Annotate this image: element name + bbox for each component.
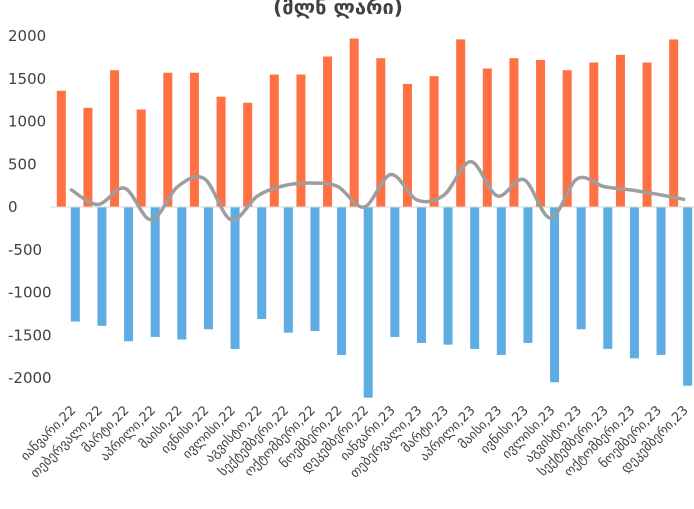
bar-positive bbox=[376, 58, 386, 208]
bar-positive bbox=[163, 72, 173, 207]
bar-negative bbox=[230, 207, 240, 349]
bar-positive bbox=[189, 72, 199, 207]
bar-negative bbox=[656, 207, 666, 355]
bar-positive bbox=[349, 38, 359, 207]
bar-positive bbox=[323, 56, 333, 207]
bar-negative bbox=[363, 207, 373, 398]
bar-positive bbox=[243, 102, 253, 207]
bar-positive bbox=[589, 62, 599, 207]
bar-negative bbox=[203, 207, 213, 330]
bar-positive bbox=[402, 83, 412, 207]
bar-negative bbox=[124, 207, 134, 342]
bar-positive bbox=[56, 90, 66, 207]
bar-negative bbox=[470, 207, 480, 349]
series-line bbox=[69, 159, 686, 222]
y-tick-label: -1500 bbox=[8, 326, 52, 344]
bar-positive bbox=[456, 39, 466, 207]
y-tick-label: 1000 bbox=[8, 113, 46, 131]
bar-positive bbox=[482, 68, 492, 208]
bar-positive bbox=[509, 58, 519, 208]
series-negative-bars bbox=[70, 207, 693, 398]
bar-negative bbox=[416, 207, 426, 343]
x-axis: იანვარი,22თებერვალი,22მარტი,22აპრილი,22მ… bbox=[18, 403, 691, 481]
bar-negative bbox=[70, 207, 80, 322]
bar-positive bbox=[110, 70, 120, 207]
bar-negative bbox=[603, 207, 613, 349]
bar-positive bbox=[669, 39, 679, 207]
bar-negative bbox=[576, 207, 586, 330]
bar-positive bbox=[296, 74, 306, 207]
chart-title: (მლნ ლარი) bbox=[273, 0, 403, 19]
bar-negative bbox=[150, 207, 160, 337]
bar-negative bbox=[283, 207, 293, 333]
bar-positive bbox=[429, 76, 439, 207]
bar-negative bbox=[390, 207, 400, 337]
bar-positive bbox=[536, 59, 546, 207]
bar-positive bbox=[615, 54, 625, 208]
bar-positive bbox=[83, 107, 93, 207]
bar-negative bbox=[550, 207, 560, 383]
bar-positive bbox=[562, 70, 572, 207]
bar-positive bbox=[136, 109, 146, 207]
y-tick-label: -2000 bbox=[8, 369, 52, 387]
y-tick-label: -500 bbox=[8, 241, 42, 259]
bar-positive bbox=[216, 96, 226, 207]
bar-negative bbox=[97, 207, 107, 326]
y-tick-label: 500 bbox=[8, 155, 37, 173]
bar-positive bbox=[642, 62, 652, 207]
bar-positive bbox=[269, 74, 279, 207]
y-tick-label: -1000 bbox=[8, 284, 52, 302]
bar-negative bbox=[683, 207, 693, 386]
y-tick-label: 1500 bbox=[8, 70, 46, 88]
bar-negative bbox=[523, 207, 533, 343]
series-positive-bars bbox=[56, 38, 679, 208]
bar-negative bbox=[443, 207, 453, 345]
y-tick-label: 0 bbox=[8, 198, 18, 216]
bar-negative bbox=[337, 207, 347, 355]
y-axis: 2000 1500 1000 500 0 -500 -1000 -1500 -2000 bbox=[8, 27, 52, 387]
y-tick-label: 2000 bbox=[8, 27, 46, 45]
bar-negative bbox=[177, 207, 187, 340]
bar-negative bbox=[257, 207, 267, 320]
bar-negative bbox=[496, 207, 506, 355]
bar-negative bbox=[629, 207, 639, 359]
bar-negative bbox=[310, 207, 320, 331]
